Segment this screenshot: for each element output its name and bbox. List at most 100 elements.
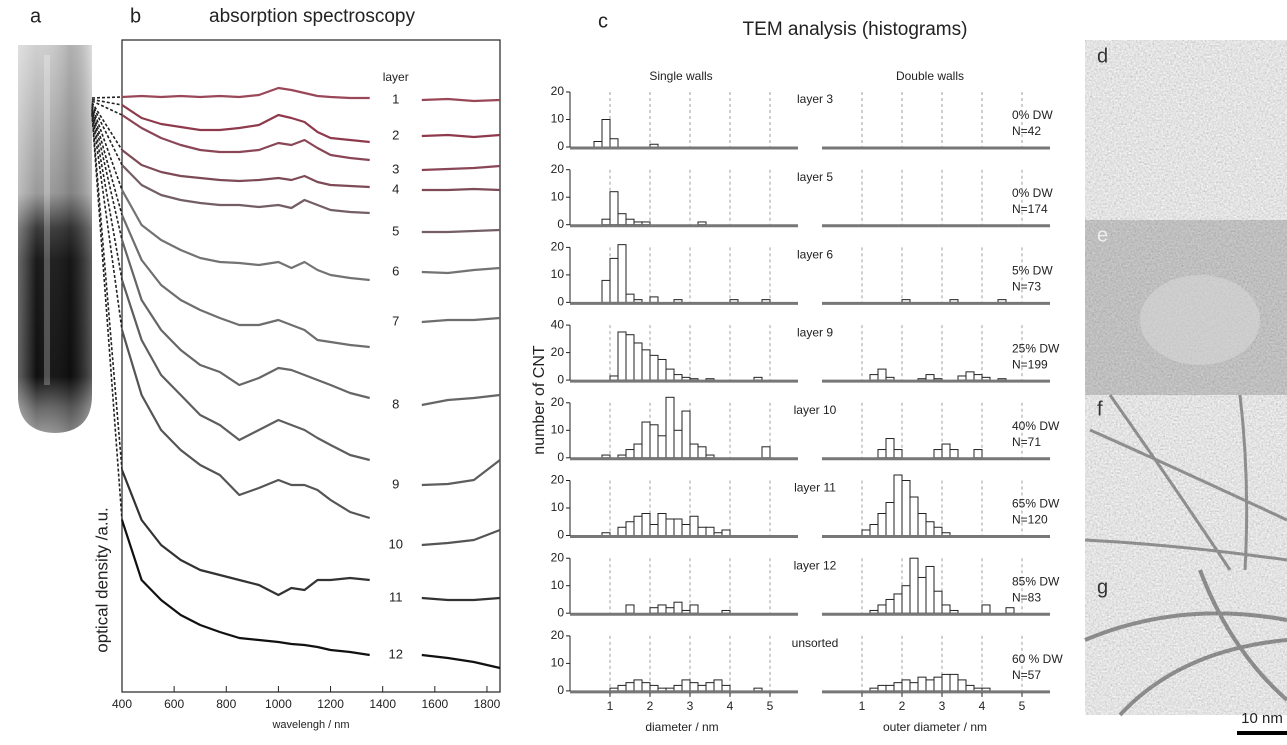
panel-label: d (1097, 45, 1108, 67)
bar (657, 435, 667, 459)
bar (633, 679, 643, 692)
bar (705, 682, 715, 692)
x-tick-label: 3 (687, 699, 694, 713)
bar (681, 524, 691, 536)
bar (689, 515, 699, 536)
bar (609, 257, 619, 303)
row-note: N=174 (1012, 202, 1048, 216)
x-axis-label: diameter / nm (645, 720, 718, 734)
y-tick-label: 10 (551, 112, 565, 126)
bar (957, 375, 967, 381)
connectors (91, 96, 123, 521)
spectrum (120, 519, 501, 670)
bar (689, 604, 699, 614)
bar (877, 368, 887, 381)
row-note: 5% DW (1012, 264, 1053, 278)
bar (925, 521, 935, 536)
spectrum (121, 114, 501, 172)
y-tick-label: 0 (557, 139, 564, 153)
y-tick-label: 0 (557, 528, 564, 542)
bar (721, 529, 731, 536)
bar (901, 679, 911, 692)
bar (973, 449, 983, 459)
y-tick-label: 0 (557, 217, 564, 231)
bar (893, 593, 903, 614)
bar (625, 293, 635, 303)
bar (901, 585, 911, 614)
bar (909, 496, 919, 536)
x-tick-label: 5 (767, 699, 774, 713)
bar (601, 119, 611, 148)
y-tick-label: 10 (551, 189, 565, 203)
bar (649, 424, 659, 459)
spectrum (121, 86, 501, 103)
spectrum (121, 104, 501, 144)
bar (665, 518, 675, 536)
bar (957, 679, 967, 692)
bar (893, 474, 903, 536)
legend-label: 8 (392, 396, 399, 411)
row-note: N=83 (1012, 590, 1041, 604)
bar (649, 296, 659, 303)
legend-label: 6 (392, 263, 399, 278)
bar (713, 679, 723, 692)
row-note: 85% DW (1012, 574, 1060, 588)
tem-fibers (1084, 394, 1287, 571)
bar (641, 349, 651, 381)
bar (901, 480, 911, 536)
bar (941, 443, 951, 459)
row-note: 40% DW (1012, 419, 1060, 433)
connector (91, 109, 123, 281)
bar (665, 396, 675, 459)
bar (681, 410, 691, 459)
bar (657, 358, 667, 381)
x-tick-label: 800 (216, 697, 236, 711)
bar (933, 676, 943, 692)
connector (91, 106, 123, 216)
y-axis-label: optical density /a.u. (92, 507, 111, 653)
panel-label: f (1097, 398, 1103, 420)
y-tick-label: 0 (557, 295, 564, 309)
y-tick-label: 20 (551, 84, 565, 98)
y-tick-label: 20 (551, 395, 565, 409)
panel-label: a (30, 5, 42, 27)
legend-title: layer (383, 70, 409, 84)
spectrum (120, 214, 501, 349)
bar (673, 684, 683, 692)
x-tick-label: 4 (727, 699, 734, 713)
y-tick-label: 40 (551, 317, 565, 331)
row-note: 65% DW (1012, 497, 1060, 511)
bar (649, 354, 659, 381)
row-label-box (782, 244, 848, 265)
bar (641, 421, 651, 459)
y-axis-label: number of CNT (531, 345, 548, 455)
bar (625, 218, 635, 226)
bar (601, 279, 611, 303)
bar (617, 244, 627, 303)
tube (18, 45, 92, 433)
bar (689, 443, 699, 459)
y-tick-label: 0 (557, 372, 564, 386)
bar (1005, 607, 1015, 614)
x-tick-label: 1800 (474, 697, 501, 711)
bar (673, 429, 683, 459)
panel-label: b (130, 5, 141, 27)
x-tick-label: 4 (979, 699, 986, 713)
bar (665, 607, 675, 614)
y-tick-label: 0 (557, 683, 564, 697)
bar (697, 526, 707, 536)
spectrum (121, 189, 501, 282)
tube-highlight (44, 55, 50, 385)
x-tick-label: 1 (859, 699, 866, 713)
bar (721, 684, 731, 692)
x-tick-label: 2 (647, 699, 654, 713)
bar (649, 607, 659, 614)
bar (641, 682, 651, 692)
y-tick-label: 0 (557, 450, 564, 464)
bar (617, 526, 627, 536)
bar (893, 449, 903, 459)
bar (909, 682, 919, 692)
bar (761, 446, 771, 459)
